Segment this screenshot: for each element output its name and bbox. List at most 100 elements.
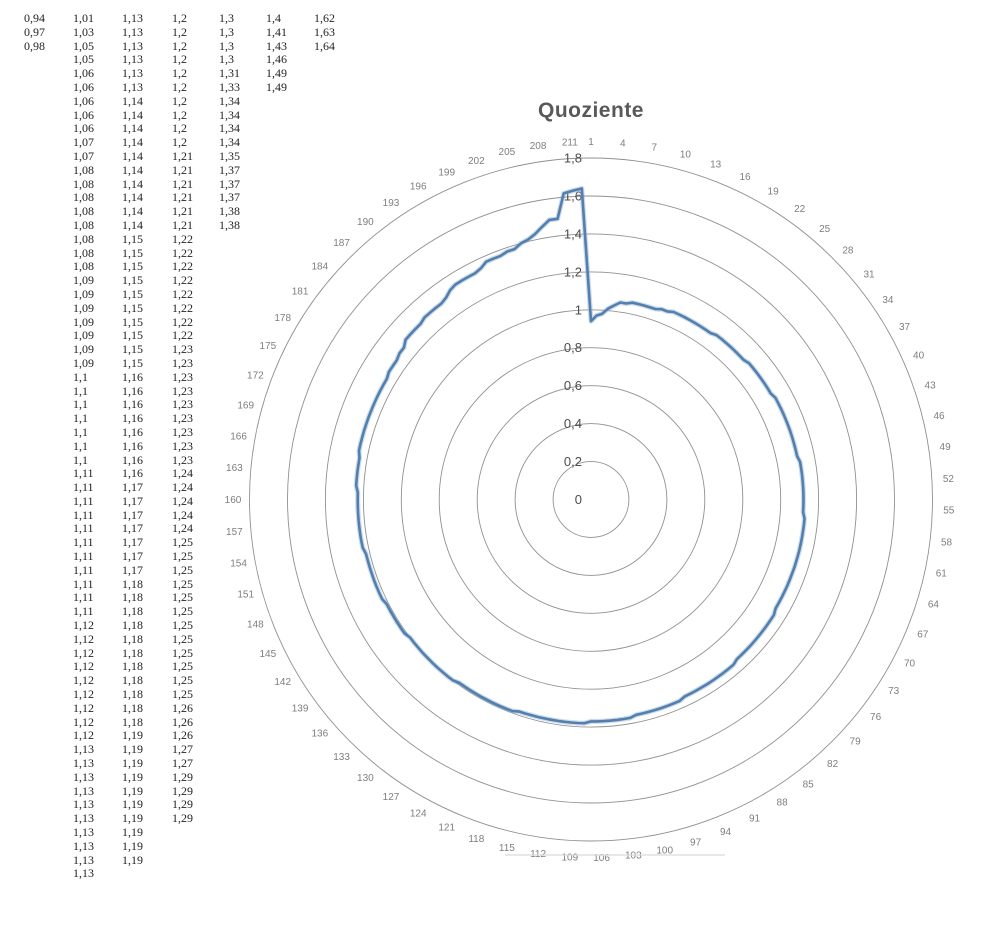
table-value: 1,24	[172, 493, 193, 508]
table-value: 1,2	[172, 121, 187, 136]
table-value: 1,12	[73, 714, 94, 729]
category-label: 79	[850, 737, 862, 748]
table-value: 1,34	[219, 121, 240, 136]
category-label: 151	[237, 589, 254, 600]
category-label: 97	[690, 837, 702, 848]
table-value: 1,16	[122, 369, 143, 384]
table-value: 1,13	[73, 756, 94, 771]
table-value: 1,22	[172, 300, 193, 315]
axis-tick-label: 1,4	[564, 226, 582, 241]
table-value: 1,25	[172, 562, 193, 577]
axis-tick-label: 0,6	[564, 378, 582, 393]
category-label: 58	[941, 537, 953, 548]
table-value: 1,08	[73, 162, 94, 177]
table-value: 1,13	[73, 783, 94, 798]
category-label: 91	[749, 814, 761, 825]
table-value: 1,2	[172, 52, 187, 67]
category-label: 163	[226, 463, 243, 474]
table-value: 1,26	[172, 700, 193, 715]
table-value: 1,1	[73, 411, 88, 426]
grid-ring	[287, 195, 895, 804]
category-label: 49	[940, 442, 952, 453]
table-value: 1,41	[266, 24, 287, 39]
table-value: 1,19	[122, 728, 143, 743]
table-value: 1,12	[73, 700, 94, 715]
table-value: 1,17	[122, 562, 143, 577]
table-value: 1,2	[172, 135, 187, 150]
table-value: 1,16	[122, 438, 143, 453]
grid-ring	[438, 347, 744, 652]
table-value: 1,43	[266, 38, 287, 53]
table-value: 1,18	[122, 631, 143, 646]
table-value: 1,37	[219, 190, 240, 205]
category-label: 190	[357, 217, 374, 228]
table-value: 1,3	[219, 52, 234, 67]
table-value: 1,15	[122, 286, 143, 301]
category-label: 187	[333, 238, 350, 249]
table-value: 1,18	[122, 714, 143, 729]
category-label: 10	[680, 150, 692, 161]
table-value: 1,14	[122, 135, 143, 150]
table-value: 1,19	[122, 742, 143, 757]
table-value: 1,11	[73, 562, 94, 577]
category-label: 211	[562, 138, 578, 149]
table-value: 1,15	[122, 355, 143, 370]
grid-ring	[362, 271, 820, 728]
category-label: 61	[936, 569, 948, 580]
category-label: 73	[888, 686, 900, 697]
category-label: 106	[593, 853, 610, 864]
table-value: 1,09	[73, 286, 94, 301]
table-value: 1,13	[73, 742, 94, 757]
table-value: 1,1	[73, 397, 88, 412]
table-value: 1,23	[172, 342, 193, 357]
table-value: 1,23	[172, 452, 193, 467]
category-label: 34	[882, 295, 894, 306]
table-value: 1,25	[172, 590, 193, 605]
table-value: 1,19	[122, 756, 143, 771]
table-value: 1,1	[73, 452, 88, 467]
table-value: 1,14	[122, 204, 143, 219]
table-value: 1,37	[219, 162, 240, 177]
table-value: 1,4	[266, 11, 281, 25]
category-label: 154	[230, 558, 247, 569]
table-value: 1,3	[219, 11, 234, 25]
table-value: 1,12	[73, 645, 94, 660]
table-value: 1,16	[122, 383, 143, 398]
table-value: 1,08	[73, 231, 94, 246]
table-column-5: 1,3 1,3 1,3 1,3 1,31 1,33 1,34 1,34 1,34 1,34 1,35…	[219, 11, 240, 233]
table-value: 1,06	[73, 66, 94, 81]
table-value: 1,31	[219, 66, 240, 81]
table-value: 1,12	[73, 673, 94, 688]
table-value: 1,27	[172, 756, 193, 771]
category-label: 94	[720, 827, 732, 838]
category-label: 76	[870, 712, 882, 723]
category-label: 142	[274, 677, 291, 688]
category-label: 19	[768, 187, 780, 198]
category-label: 16	[739, 172, 751, 183]
table-value: 1,15	[122, 342, 143, 357]
table-value: 0,94	[24, 11, 45, 25]
table-value: 1,12	[73, 659, 94, 674]
table-value: 1,01	[73, 11, 94, 25]
table-value: 1,11	[73, 590, 94, 605]
table-value: 1,29	[172, 783, 193, 798]
category-label: 28	[842, 246, 854, 257]
table-value: 1,15	[122, 300, 143, 315]
table-value: 1,13	[73, 852, 94, 867]
category-label: 136	[311, 729, 328, 740]
category-label: 148	[247, 620, 264, 631]
table-value: 1,15	[122, 328, 143, 343]
category-label: 1	[588, 137, 594, 148]
grid-ring	[324, 233, 858, 766]
category-label: 70	[904, 659, 916, 670]
category-label: 25	[819, 224, 831, 235]
table-value: 1,16	[122, 466, 143, 481]
table-value: 1,25	[172, 673, 193, 688]
table-value: 1,13	[122, 24, 143, 39]
table-value: 1,08	[73, 204, 94, 219]
table-value: 1,24	[172, 480, 193, 495]
table-value: 1,25	[172, 618, 193, 633]
category-label: 82	[827, 759, 839, 770]
table-value: 1,12	[73, 728, 94, 743]
table-value: 1,18	[122, 659, 143, 674]
